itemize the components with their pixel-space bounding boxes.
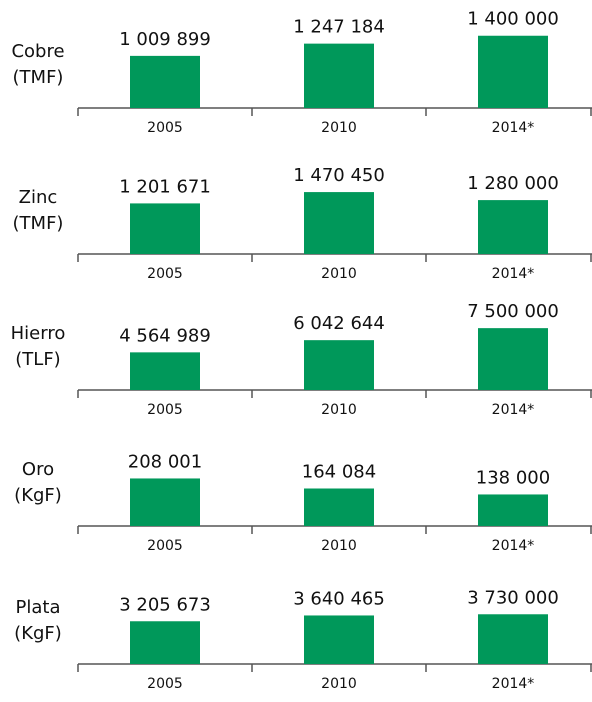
x-tick-label: 2005 <box>147 538 183 554</box>
value-label: 3 730 000 <box>467 587 559 608</box>
value-label: 1 470 450 <box>293 165 385 186</box>
bar <box>304 615 374 664</box>
value-label: 1 280 000 <box>467 173 559 194</box>
bar <box>130 55 200 108</box>
value-label: 7 500 000 <box>467 301 559 322</box>
panel-unit: (TMF) <box>13 213 64 234</box>
bar <box>478 494 548 526</box>
panel-title: Plata <box>16 597 61 618</box>
x-tick-label: 2010 <box>321 120 357 136</box>
value-label: 4 564 989 <box>119 325 211 346</box>
x-tick-label: 2005 <box>147 120 183 136</box>
value-label: 164 084 <box>302 461 376 482</box>
bar <box>130 478 200 526</box>
x-tick-label: 2014* <box>492 266 535 282</box>
x-tick-label: 2005 <box>147 266 183 282</box>
value-label: 6 042 644 <box>293 313 385 334</box>
value-label: 1 009 899 <box>119 29 211 50</box>
bar <box>130 352 200 390</box>
x-tick-label: 2005 <box>147 676 183 692</box>
bar <box>304 340 374 390</box>
x-tick-label: 2014* <box>492 120 535 136</box>
bar <box>304 192 374 254</box>
bar <box>478 614 548 664</box>
bar <box>304 43 374 108</box>
bar <box>478 328 548 390</box>
value-label: 1 201 671 <box>119 176 211 197</box>
panel-title: Cobre <box>11 41 64 62</box>
panel-unit: (KgF) <box>14 623 62 644</box>
bar <box>304 488 374 526</box>
bar <box>478 200 548 254</box>
value-label: 3 205 673 <box>119 594 211 615</box>
value-label: 208 001 <box>128 451 202 472</box>
panel-title: Oro <box>22 459 54 480</box>
bar <box>130 621 200 664</box>
x-tick-label: 2010 <box>321 538 357 554</box>
value-label: 138 000 <box>476 467 550 488</box>
x-tick-label: 2014* <box>492 402 535 418</box>
value-label: 1 400 000 <box>467 9 559 30</box>
panel-unit: (TMF) <box>13 67 64 88</box>
bar <box>130 203 200 254</box>
x-tick-label: 2010 <box>321 402 357 418</box>
panel-title: Hierro <box>11 323 66 344</box>
panel-unit: (KgF) <box>14 485 62 506</box>
x-tick-label: 2014* <box>492 538 535 554</box>
x-tick-label: 2014* <box>492 676 535 692</box>
x-tick-label: 2005 <box>147 402 183 418</box>
panel-title: Zinc <box>19 187 58 208</box>
x-tick-label: 2010 <box>321 266 357 282</box>
panel-unit: (TLF) <box>15 349 60 370</box>
value-label: 3 640 465 <box>293 588 385 609</box>
x-tick-label: 2010 <box>321 676 357 692</box>
value-label: 1 247 184 <box>293 17 385 38</box>
bar <box>478 35 548 108</box>
